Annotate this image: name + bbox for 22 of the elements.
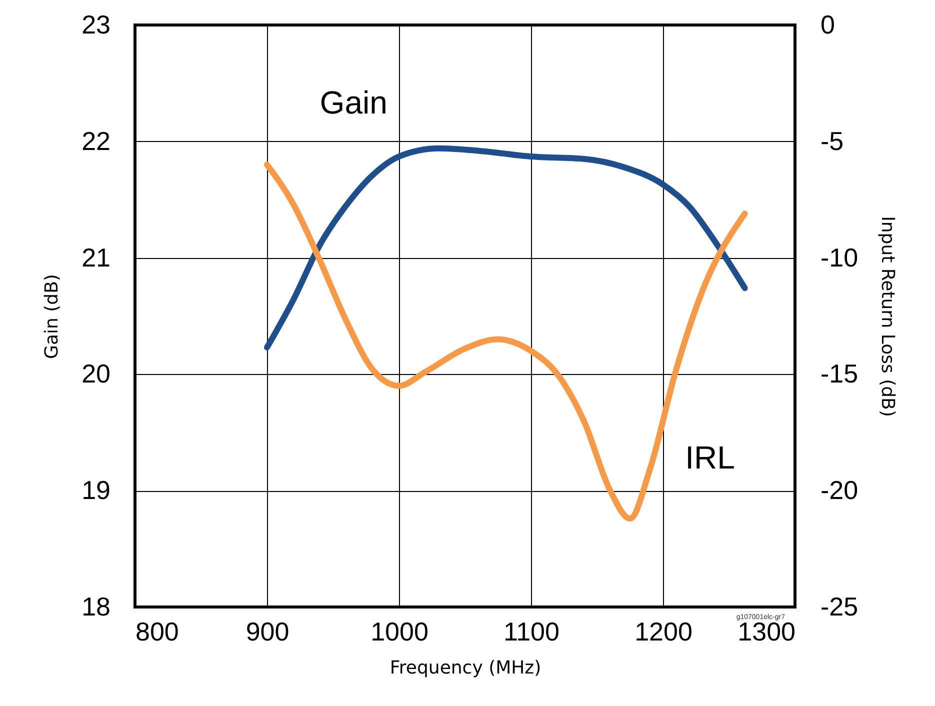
x-tick-label: 1100 (504, 616, 560, 646)
y-tick-label: 18 (82, 592, 110, 622)
series-label: Gain (320, 84, 388, 120)
y-tick-label: 19 (82, 475, 110, 506)
y-tick-label: 20 (82, 358, 110, 389)
x-tick-label: 900 (246, 616, 290, 646)
y2-tick-label: 0 (820, 10, 835, 40)
x-tick-label: 1000 (370, 616, 428, 646)
y-tick-label: 23 (82, 10, 110, 40)
y-axis-title: Gain (dB) (42, 274, 63, 359)
y-tick-label: 22 (82, 126, 110, 156)
y2-axis-title: Input Return Loss (dB) (877, 216, 898, 417)
y2-tick-label: -5 (820, 126, 844, 156)
y2-tick-label: -20 (820, 475, 858, 506)
y2-tick-label: -25 (820, 592, 858, 622)
y2-tick-label: -15 (820, 358, 858, 389)
series-label: IRL (685, 440, 735, 476)
y2-tick-label: -10 (820, 242, 858, 272)
y-tick-label: 21 (82, 242, 110, 272)
x-axis-title: Frequency (MHz) (390, 658, 542, 678)
x-tick-label: 1200 (634, 616, 692, 646)
x-tick-label: 800 (136, 616, 179, 646)
